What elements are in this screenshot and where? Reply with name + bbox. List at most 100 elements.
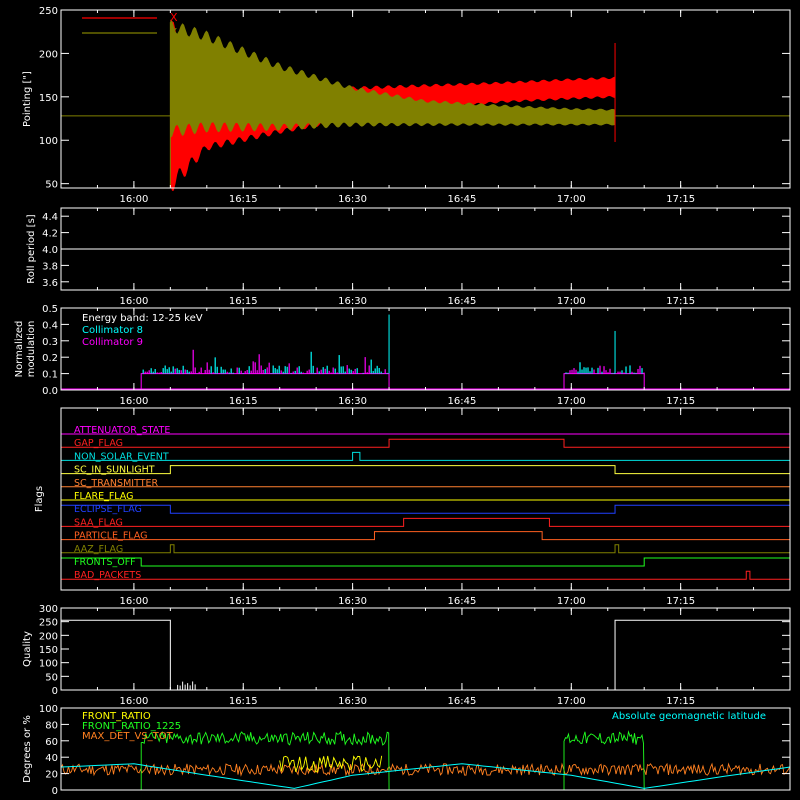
max-det-vs-tot-line bbox=[60, 762, 791, 777]
y-tick-label: 200 bbox=[39, 631, 58, 642]
x-tick-label: 16:00 bbox=[119, 396, 148, 407]
y-tick-label: 150 bbox=[39, 93, 58, 104]
x-tick-label: 17:15 bbox=[666, 296, 695, 307]
x-tick-label: 16:45 bbox=[448, 596, 477, 607]
y-tick-label: 50 bbox=[45, 180, 58, 191]
x-tick-label: 17:15 bbox=[666, 596, 695, 607]
y-tick-label: 0.0 bbox=[42, 386, 58, 397]
x-tick-label: 17:00 bbox=[557, 194, 586, 205]
front-ratio-line bbox=[279, 755, 383, 773]
legend-label-x: X bbox=[170, 11, 178, 24]
x-tick-label: 16:30 bbox=[338, 696, 367, 707]
y-axis-label: Quality bbox=[22, 631, 33, 667]
y-tick-label: 50 bbox=[45, 672, 58, 683]
x-tick-label: 17:00 bbox=[557, 596, 586, 607]
panel-pointing: 50 100 150 200 250 16:00 16:15 16:30 16:45 17:00… bbox=[22, 6, 791, 205]
x-tick-label: 16:15 bbox=[229, 396, 258, 407]
x-tick-label: 17:00 bbox=[557, 696, 586, 707]
panel-quality: 0 50 100 150 200 250 300 16:00 16:15 16:30 16:45 1… bbox=[22, 604, 791, 707]
legend-max-det-vs-tot: MAX_DET_VS_TOT bbox=[82, 731, 174, 742]
flag-label: SC_IN_SUNLIGHT bbox=[74, 465, 155, 476]
y-tick-label: 100 bbox=[39, 659, 58, 670]
x-tick-label: 16:30 bbox=[338, 596, 367, 607]
y-axis-label: Flags bbox=[34, 486, 45, 512]
y-tick-label: 0 bbox=[52, 686, 58, 697]
y-axis-label-line1: Normalized bbox=[14, 321, 25, 378]
y-tick-label: 4.2 bbox=[42, 229, 58, 240]
x-tick-label: 17:00 bbox=[557, 396, 586, 407]
x-tick-label: 17:15 bbox=[666, 396, 695, 407]
panel-flags: ATTENUATOR_STATE GAP_FLAG NON_SOLAR_EVENT S… bbox=[34, 407, 791, 607]
y-tick-label: 80 bbox=[45, 720, 58, 731]
x-tick-label: 17:00 bbox=[557, 296, 586, 307]
geomagnetic-latitude-line bbox=[60, 763, 791, 789]
legend-front-ratio: FRONT_RATIO bbox=[82, 711, 151, 722]
x-tick-label: 16:15 bbox=[229, 296, 258, 307]
panel-ratios: 0 20 40 60 80 100 Degrees or % FRONT_RATIO FR… bbox=[22, 704, 791, 797]
flag-line bbox=[61, 531, 790, 541]
panel-roll-period: 3.6 3.8 4.0 4.2 4.4 16:00 16:15 16:30 16:45 17:0… bbox=[26, 207, 791, 307]
x-tick-label: 16:15 bbox=[229, 596, 258, 607]
y-tick-label: 20 bbox=[45, 770, 58, 781]
x-tick-label: 17:15 bbox=[666, 696, 695, 707]
flag-label: AAZ_FLAG bbox=[74, 544, 123, 555]
x-tick-label: 16:30 bbox=[338, 396, 367, 407]
y-tick-label: 0.1 bbox=[42, 370, 58, 381]
y-axis-label: Degrees or % bbox=[22, 715, 33, 783]
y-tick-label: 300 bbox=[39, 604, 58, 615]
legend-collimator-9: Collimator 9 bbox=[82, 337, 143, 348]
flag-line bbox=[61, 451, 790, 461]
panel-modulation: 0.0 0.1 0.2 0.3 0.4 0.5 16:00 16:15 16:30 16:45 1… bbox=[14, 304, 791, 407]
flag-label: SAA_FLAG bbox=[74, 517, 123, 528]
flag-label: FLARE_FLAG bbox=[74, 491, 134, 502]
legend: X Y bbox=[82, 11, 178, 39]
legend-geomagnetic-latitude: Absolute geomagnetic latitude bbox=[612, 711, 766, 722]
y-tick-label: 0.4 bbox=[42, 320, 58, 331]
y-axis-label-line2: modulation bbox=[26, 321, 37, 378]
flag-label: NON_SOLAR_EVENT bbox=[74, 451, 169, 462]
x-tick-label: 16:00 bbox=[119, 194, 148, 205]
flag-line bbox=[61, 544, 790, 554]
y-tick-label: 250 bbox=[39, 618, 58, 629]
x-tick-label: 16:45 bbox=[448, 696, 477, 707]
x-tick-label: 16:45 bbox=[448, 296, 477, 307]
y-tick-label: 0.5 bbox=[42, 304, 58, 315]
plot-frame bbox=[60, 707, 791, 791]
flag-label: SC_TRANSMITTER bbox=[74, 478, 159, 489]
y-tick-label: 250 bbox=[39, 6, 58, 17]
y-tick-label: 100 bbox=[39, 704, 58, 715]
x-tick-label: 16:45 bbox=[448, 194, 477, 205]
y-tick-label: 4.0 bbox=[42, 245, 58, 256]
y-axis-label: Pointing ["] bbox=[22, 71, 33, 127]
legend-label-y: Y bbox=[169, 26, 177, 39]
y-tick-label: 3.8 bbox=[42, 261, 58, 272]
flag-line bbox=[61, 438, 790, 448]
x-tick-label: 16:00 bbox=[119, 596, 148, 607]
x-tick-label: 16:30 bbox=[338, 194, 367, 205]
flag-label: ECLIPSE_FLAG bbox=[74, 504, 142, 515]
front-ratio-1225-line bbox=[140, 730, 390, 791]
y-tick-label: 40 bbox=[45, 753, 58, 764]
y-tick-label: 0 bbox=[52, 786, 58, 797]
x-tick-label: 17:15 bbox=[666, 194, 695, 205]
flag-label: BAD_PACKETS bbox=[74, 570, 141, 581]
energy-band-label: Energy band: 12-25 keV bbox=[82, 313, 203, 324]
flag-line bbox=[61, 517, 790, 527]
x-tick-label: 16:00 bbox=[119, 696, 148, 707]
flag-label: PARTICLE_FLAG bbox=[74, 531, 147, 542]
y-tick-label: 150 bbox=[39, 645, 58, 656]
y-tick-label: 3.6 bbox=[42, 278, 58, 289]
flag-label: FRONTS_OFF bbox=[74, 557, 136, 568]
y-tick-label: 200 bbox=[39, 49, 58, 60]
x-tick-label: 16:45 bbox=[448, 396, 477, 407]
flag-line bbox=[61, 465, 790, 475]
flag-label: ATTENUATOR_STATE bbox=[74, 425, 170, 436]
y-tick-label: 4.4 bbox=[42, 212, 58, 223]
y-axis-label: Roll period [s] bbox=[26, 214, 37, 283]
y-tick-label: 100 bbox=[39, 136, 58, 147]
y-tick-label: 0.3 bbox=[42, 337, 58, 348]
x-tick-label: 16:15 bbox=[229, 696, 258, 707]
x-tick-label: 16:30 bbox=[338, 296, 367, 307]
flag-line bbox=[61, 504, 790, 514]
